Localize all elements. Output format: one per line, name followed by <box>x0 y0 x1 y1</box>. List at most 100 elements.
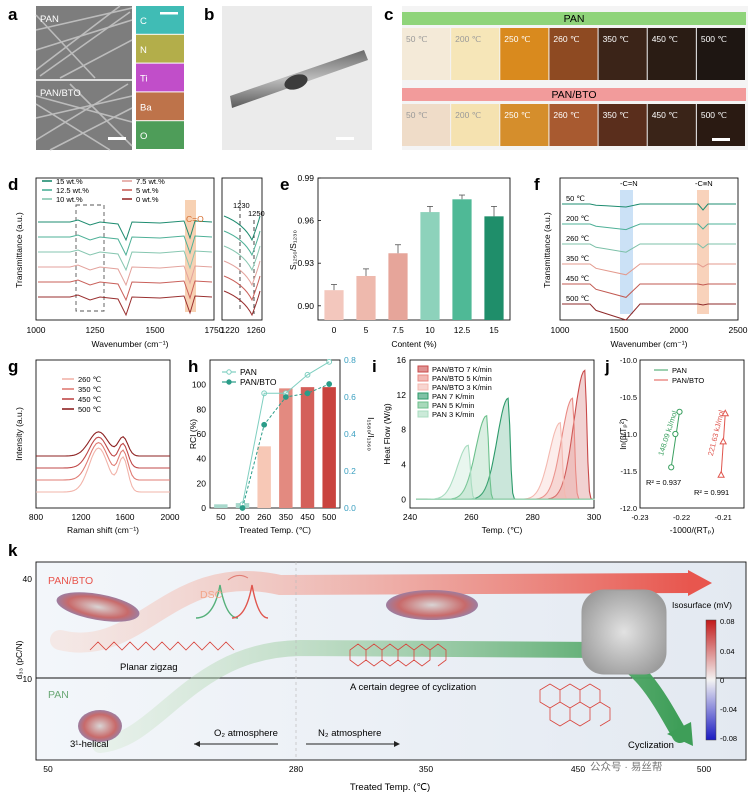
y-axis-label: Intensity (a.u.) <box>14 407 24 461</box>
r-squared: R² = 0.937 <box>646 478 681 487</box>
label-partial-cyclization: A certain degree of cyclization <box>350 682 476 693</box>
pan-arrowhead <box>667 722 693 746</box>
x-axis-label: Raman shift (cm⁻¹) <box>67 525 139 535</box>
dsc-curve <box>416 444 595 500</box>
y-axis-label: Transmittance (a.u.) <box>542 212 552 288</box>
panel-label-j: j <box>604 357 610 376</box>
plot-content: 50 200 260 350 450 500 0 20 40 60 80 100 0.0 0.2 0.4 0.… <box>192 355 356 522</box>
spectrum-line <box>38 249 213 272</box>
bar <box>356 275 376 320</box>
eds-maps: C N Ti Ba O <box>136 6 184 149</box>
y2-axis-label: I₁₅₈₀/I₁₃₆₀ <box>366 417 376 451</box>
x-tick: 50 <box>216 512 226 522</box>
x-tick: 1500 <box>610 325 629 335</box>
mark-c-o: C=O <box>186 214 204 224</box>
x-tick: 280 <box>526 512 540 522</box>
legend-label: PAN/BTO <box>240 377 277 387</box>
plot-frame <box>409 359 595 509</box>
x-axis-label: Content (%) <box>391 339 437 349</box>
legend-swatch <box>417 410 429 418</box>
fiber-texture <box>35 5 133 151</box>
panel-k: k Isosurface (mV) 0.08 0.04 0 <box>8 541 747 793</box>
x-tick: 450 <box>300 512 314 522</box>
dsc-shift-arrow <box>227 574 249 581</box>
y-tick: -10.5 <box>620 393 637 402</box>
x-tick: 280 <box>289 764 303 774</box>
y-tick: 60 <box>197 429 207 439</box>
y-axis-label: d₃₃ (pC/N) <box>14 640 24 679</box>
molecule-cyclized <box>581 589 667 675</box>
spectrum-line <box>562 243 736 253</box>
x-tick: 500 <box>697 764 711 774</box>
spectrum-line <box>38 234 213 257</box>
y-axis-label: Heat Flow (W/g) <box>382 403 392 465</box>
x-tick: -0.21 <box>715 513 732 522</box>
legend-swatch <box>417 392 429 400</box>
x-tick: 1750 <box>205 325 224 335</box>
y-axis-label: ln(β/Tₚ²) <box>618 418 628 449</box>
spectrum-zoom-line <box>223 275 261 302</box>
pan-bto-arrowhead <box>688 570 712 596</box>
legend-label: PAN/BTO <box>672 376 704 385</box>
iso-tick: 0 <box>720 676 724 685</box>
axes: 0 5 7.5 10 12.5 15 0.90 0.93 0.96 0.99 <box>297 173 499 335</box>
spectra <box>38 215 261 317</box>
x-tick: 2000 <box>670 325 689 335</box>
x-tick: 260 <box>464 512 478 522</box>
x-tick: 1200 <box>72 512 91 522</box>
plot-frame <box>35 359 171 509</box>
panel-e: e 0 5 7.5 10 12.5 15 0.90 0.93 0.96 0.99 S₁₂₅₀/S₁… <box>280 173 511 349</box>
plot-frame <box>639 359 745 509</box>
y2-tick: 0.2 <box>344 466 356 476</box>
bar <box>257 446 271 508</box>
y-tick: 12 <box>397 390 407 400</box>
swatch-pan-bto <box>402 104 451 146</box>
isosurface-title: Isosurface (mV) <box>672 600 732 610</box>
x-tick: 15 <box>489 325 499 335</box>
swatch-temp: 250 ℃ <box>504 34 531 44</box>
n2-arrowhead <box>394 741 400 747</box>
c-o-band <box>185 200 196 312</box>
y-tick: 0 <box>201 503 206 513</box>
legend-label: PAN/BTO 3 K/min <box>432 383 492 392</box>
panel-label-f: f <box>534 175 540 194</box>
sem-image <box>36 6 132 150</box>
swatch-pan-bto <box>549 104 598 146</box>
particle <box>284 74 308 90</box>
plot-frame <box>209 359 341 509</box>
temp-label: 500 ℃ <box>566 294 590 303</box>
pan-bto-arrow <box>50 570 700 653</box>
spectrum-line <box>562 223 736 231</box>
legend: 15 wt.%12.5 wt.%10 wt.% 7.5 wt.%5 wt.%0 w… <box>42 177 165 204</box>
plot-frame <box>35 561 747 761</box>
x-tick: 50 <box>43 764 53 774</box>
temp-label: 350 ℃ <box>566 254 590 263</box>
swatch-temp: 250 ℃ <box>504 110 531 120</box>
legend-label: 500 ℃ <box>78 405 102 414</box>
x-tick: 300 <box>587 512 601 522</box>
y-tick: 0.93 <box>297 258 314 268</box>
bar <box>388 253 408 320</box>
scale-bar <box>160 12 178 15</box>
y-axis-label: RCI (%) <box>188 419 198 449</box>
eds-map-ti <box>136 63 184 92</box>
legend-label: 5 wt.% <box>136 186 159 195</box>
x-tick: 1600 <box>116 512 135 522</box>
swatch-temp: 350 ℃ <box>603 34 630 44</box>
temp-label: 50 ℃ <box>566 194 585 203</box>
scale-bar <box>336 137 354 140</box>
swatch-temp: 500 ℃ <box>701 110 728 120</box>
y-tick: 16 <box>397 355 407 365</box>
x-tick: -0.22 <box>673 513 690 522</box>
mark-c-triple-n: -C≡N <box>695 179 713 188</box>
x-tick: 500 <box>322 512 336 522</box>
y-tick: 10 <box>23 674 33 684</box>
temp-label: 260 ℃ <box>566 234 590 243</box>
x-tick: 10 <box>425 325 435 335</box>
r-squared: R² = 0.991 <box>694 488 729 497</box>
bar <box>300 387 315 508</box>
legend-label: 350 ℃ <box>78 385 102 394</box>
bars <box>324 194 504 320</box>
